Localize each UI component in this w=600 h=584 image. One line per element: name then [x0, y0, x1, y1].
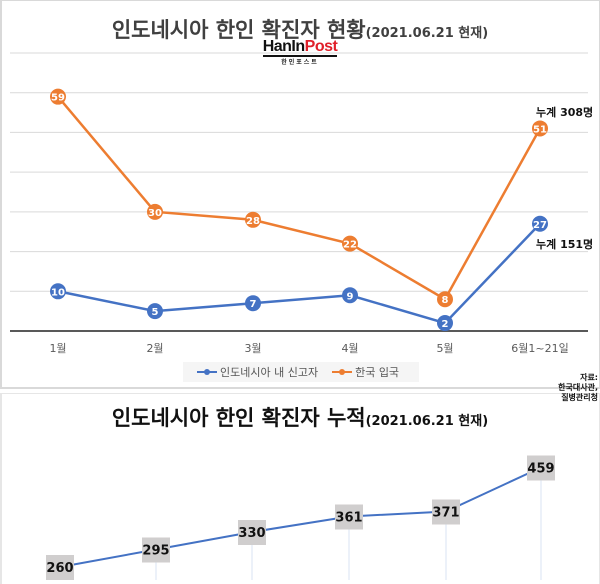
data-label: 295: [142, 544, 169, 559]
data-label: 22: [343, 240, 357, 251]
series-line: [57, 222, 541, 325]
hanin-post-logo: HanInPost 한인포스트: [262, 38, 338, 66]
data-label: 28: [246, 216, 260, 227]
data-point: [50, 88, 66, 105]
data-label-box: [142, 537, 170, 563]
data-label: 371: [432, 506, 459, 521]
data-label: 59: [51, 93, 65, 104]
data-point: [342, 287, 358, 304]
data-label: 30: [148, 208, 162, 219]
x-tick-label: 6월1~21일: [511, 341, 568, 355]
data-point: [50, 283, 66, 300]
data-label-box: [527, 455, 555, 481]
data-label: 27: [533, 220, 547, 231]
x-tick-label: 3월: [244, 342, 261, 355]
x-tick-label: 4월: [341, 342, 358, 355]
cumulative-line: [59, 466, 542, 568]
data-label: 10: [51, 287, 65, 298]
data-point: [147, 303, 163, 320]
data-point: [342, 235, 358, 252]
data-label: 5: [152, 307, 159, 318]
indonesia-total-annotation: 누계 151명: [536, 238, 594, 251]
legend-swatch: [332, 369, 353, 375]
data-label: 51: [533, 124, 547, 135]
data-label-box: [335, 504, 363, 530]
legend-item-korea: 한국 입국: [332, 364, 399, 380]
data-label: 260: [46, 561, 73, 576]
data-point: [245, 211, 261, 228]
source-note: 자료: 한국대사관, 질병관리청: [558, 373, 598, 402]
data-point: [245, 295, 261, 312]
data-point: [437, 315, 453, 332]
data-label-box: [432, 499, 460, 525]
data-label: 361: [335, 511, 362, 526]
data-point: [437, 291, 453, 308]
data-label-box: [238, 520, 266, 545]
data-point: [532, 120, 548, 137]
legend-item-indonesia: 인도네시아 내 신고자: [197, 364, 318, 380]
korea-total-annotation: 누계 308명: [536, 106, 594, 119]
legend-swatch: [197, 369, 217, 375]
x-tick-label: 2월: [146, 342, 163, 355]
data-label-box: [46, 555, 74, 580]
data-label: 459: [527, 462, 554, 477]
chart-title-monthly: 인도네시아 한인 확진자 현황(2021.06.21 현재): [111, 18, 489, 42]
data-point: [532, 215, 548, 232]
x-tick-label: 1월: [49, 342, 66, 355]
data-label: 330: [238, 526, 265, 541]
data-label: 8: [442, 295, 449, 306]
chart-legend: 인도네시아 내 신고자 한국 입국: [183, 362, 419, 382]
x-tick-label: 5월: [436, 342, 453, 355]
chart-title-cumulative: 인도네시아 한인 확진자 누적(2021.06.21 현재): [111, 406, 489, 430]
series-line: [57, 95, 542, 301]
data-label: 7: [250, 299, 257, 310]
data-label: 2: [442, 319, 449, 330]
data-point: [147, 203, 163, 220]
data-label: 9: [347, 291, 354, 302]
